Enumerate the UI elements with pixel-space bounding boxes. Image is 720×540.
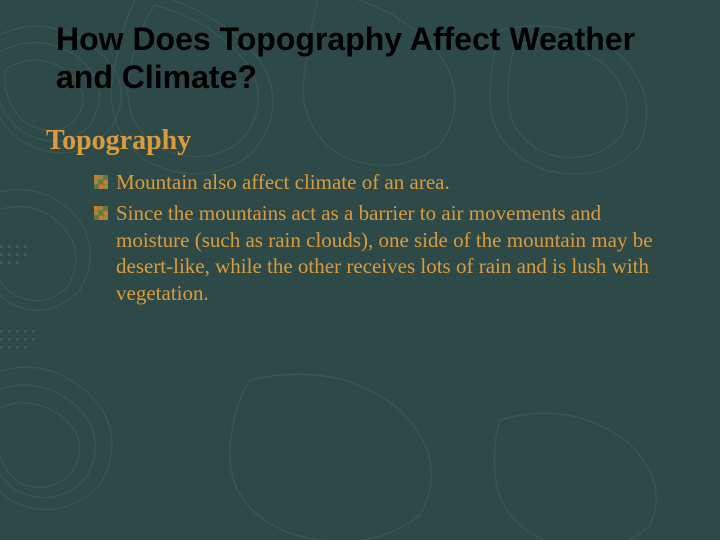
section-subheading: Topography — [46, 125, 670, 157]
bullet-text: Mountain also affect climate of an area. — [116, 170, 450, 194]
list-item: Since the mountains act as a barrier to … — [94, 200, 670, 308]
checkerboard-icon — [94, 175, 108, 189]
checkerboard-icon — [94, 206, 108, 220]
slide-title: How Does Topography Affect Weather and C… — [56, 20, 670, 97]
list-item: Mountain also affect climate of an area. — [94, 169, 670, 196]
slide-content: How Does Topography Affect Weather and C… — [0, 0, 720, 331]
bullet-list: Mountain also affect climate of an area.… — [94, 169, 670, 307]
bullet-text: Since the mountains act as a barrier to … — [116, 201, 653, 306]
